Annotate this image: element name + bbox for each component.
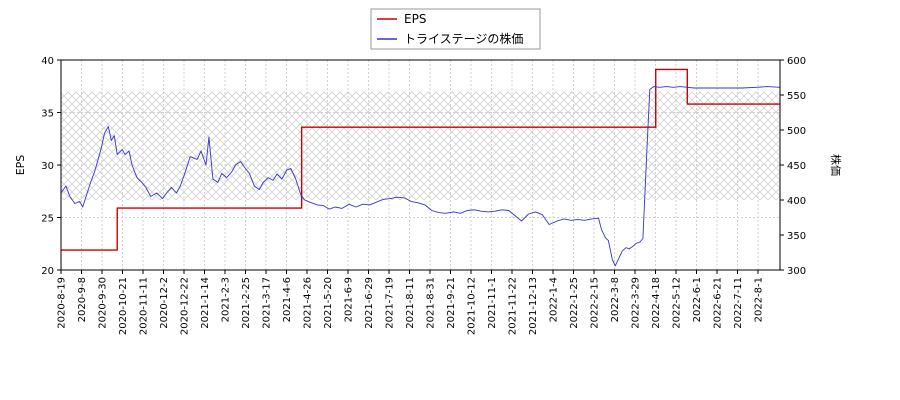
hatched-band xyxy=(61,91,780,200)
x-tick-label: 2021-6-29 xyxy=(364,277,375,329)
right-tick-label: 550 xyxy=(787,91,806,102)
x-tick-label: 2021-12-13 xyxy=(528,277,539,335)
x-tick-label: 2021-4-26 xyxy=(303,277,314,329)
x-tick-label: 2022-4-18 xyxy=(651,277,662,329)
x-tick-label: 2020-10-21 xyxy=(118,277,129,335)
x-tick-label: 2022-1-4 xyxy=(549,277,560,322)
x-tick-label: 2020-12-22 xyxy=(180,277,191,335)
right-axis-title: 株価 xyxy=(829,154,843,176)
right-tick-label: 350 xyxy=(787,231,806,242)
right-tick-label: 450 xyxy=(787,161,806,172)
x-tick-label: 2021-9-21 xyxy=(446,277,457,329)
stock-price-line xyxy=(61,86,780,267)
left-tick-label: 35 xyxy=(41,109,54,120)
x-tick-label: 2021-5-20 xyxy=(323,277,334,329)
x-tick-label: 2020-11-11 xyxy=(139,277,150,335)
x-tick-label: 2021-7-19 xyxy=(385,277,396,329)
x-tick-label: 2021-10-12 xyxy=(467,277,478,335)
x-tick-label: 2022-5-12 xyxy=(672,277,683,329)
right-tick-label: 300 xyxy=(787,266,806,277)
x-tick-label: 2022-6-1 xyxy=(692,277,703,322)
x-tick-label: 2021-11-22 xyxy=(508,277,519,335)
x-tick-label: 2021-6-9 xyxy=(344,277,355,322)
x-tick-label: 2022-8-1 xyxy=(754,277,765,322)
x-tick-label: 2021-2-3 xyxy=(221,277,232,322)
x-tick-label: 2022-3-29 xyxy=(631,277,642,329)
left-axis-title: EPS xyxy=(14,155,27,176)
left-tick-label: 25 xyxy=(41,214,54,225)
x-tick-label: 2022-6-21 xyxy=(713,277,724,329)
legend-label: EPS xyxy=(404,12,426,26)
x-tick-label: 2021-2-25 xyxy=(241,277,252,329)
left-tick-label: 40 xyxy=(41,56,54,67)
x-tick-label: 2022-7-11 xyxy=(733,277,744,329)
x-tick-label: 2022-2-15 xyxy=(590,277,601,329)
left-tick-label: 30 xyxy=(41,161,54,172)
x-tick-label: 2021-3-17 xyxy=(262,277,273,329)
legend-box xyxy=(370,8,541,50)
x-tick-label: 2020-9-8 xyxy=(77,277,88,322)
x-tick-label: 2020-9-30 xyxy=(98,277,109,329)
legend-label: トライステージの株価 xyxy=(404,31,523,46)
right-tick-label: 600 xyxy=(787,56,806,67)
x-tick-label: 2022-1-25 xyxy=(569,277,580,329)
left-tick-label: 20 xyxy=(41,266,54,277)
x-tick-label: 2021-1-14 xyxy=(200,277,211,329)
x-tick-label: 2020-8-19 xyxy=(57,277,68,329)
x-tick-label: 2022-3-8 xyxy=(610,277,621,322)
right-tick-label: 400 xyxy=(787,196,806,207)
x-tick-label: 2021-8-11 xyxy=(405,277,416,329)
x-tick-label: 2021-8-31 xyxy=(426,277,437,329)
right-tick-label: 500 xyxy=(787,126,806,137)
x-tick-label: 2021-11-1 xyxy=(487,277,498,329)
eps-line xyxy=(61,68,780,251)
x-tick-label: 2020-12-2 xyxy=(159,277,170,329)
x-tick-label: 2021-4-6 xyxy=(282,277,293,322)
